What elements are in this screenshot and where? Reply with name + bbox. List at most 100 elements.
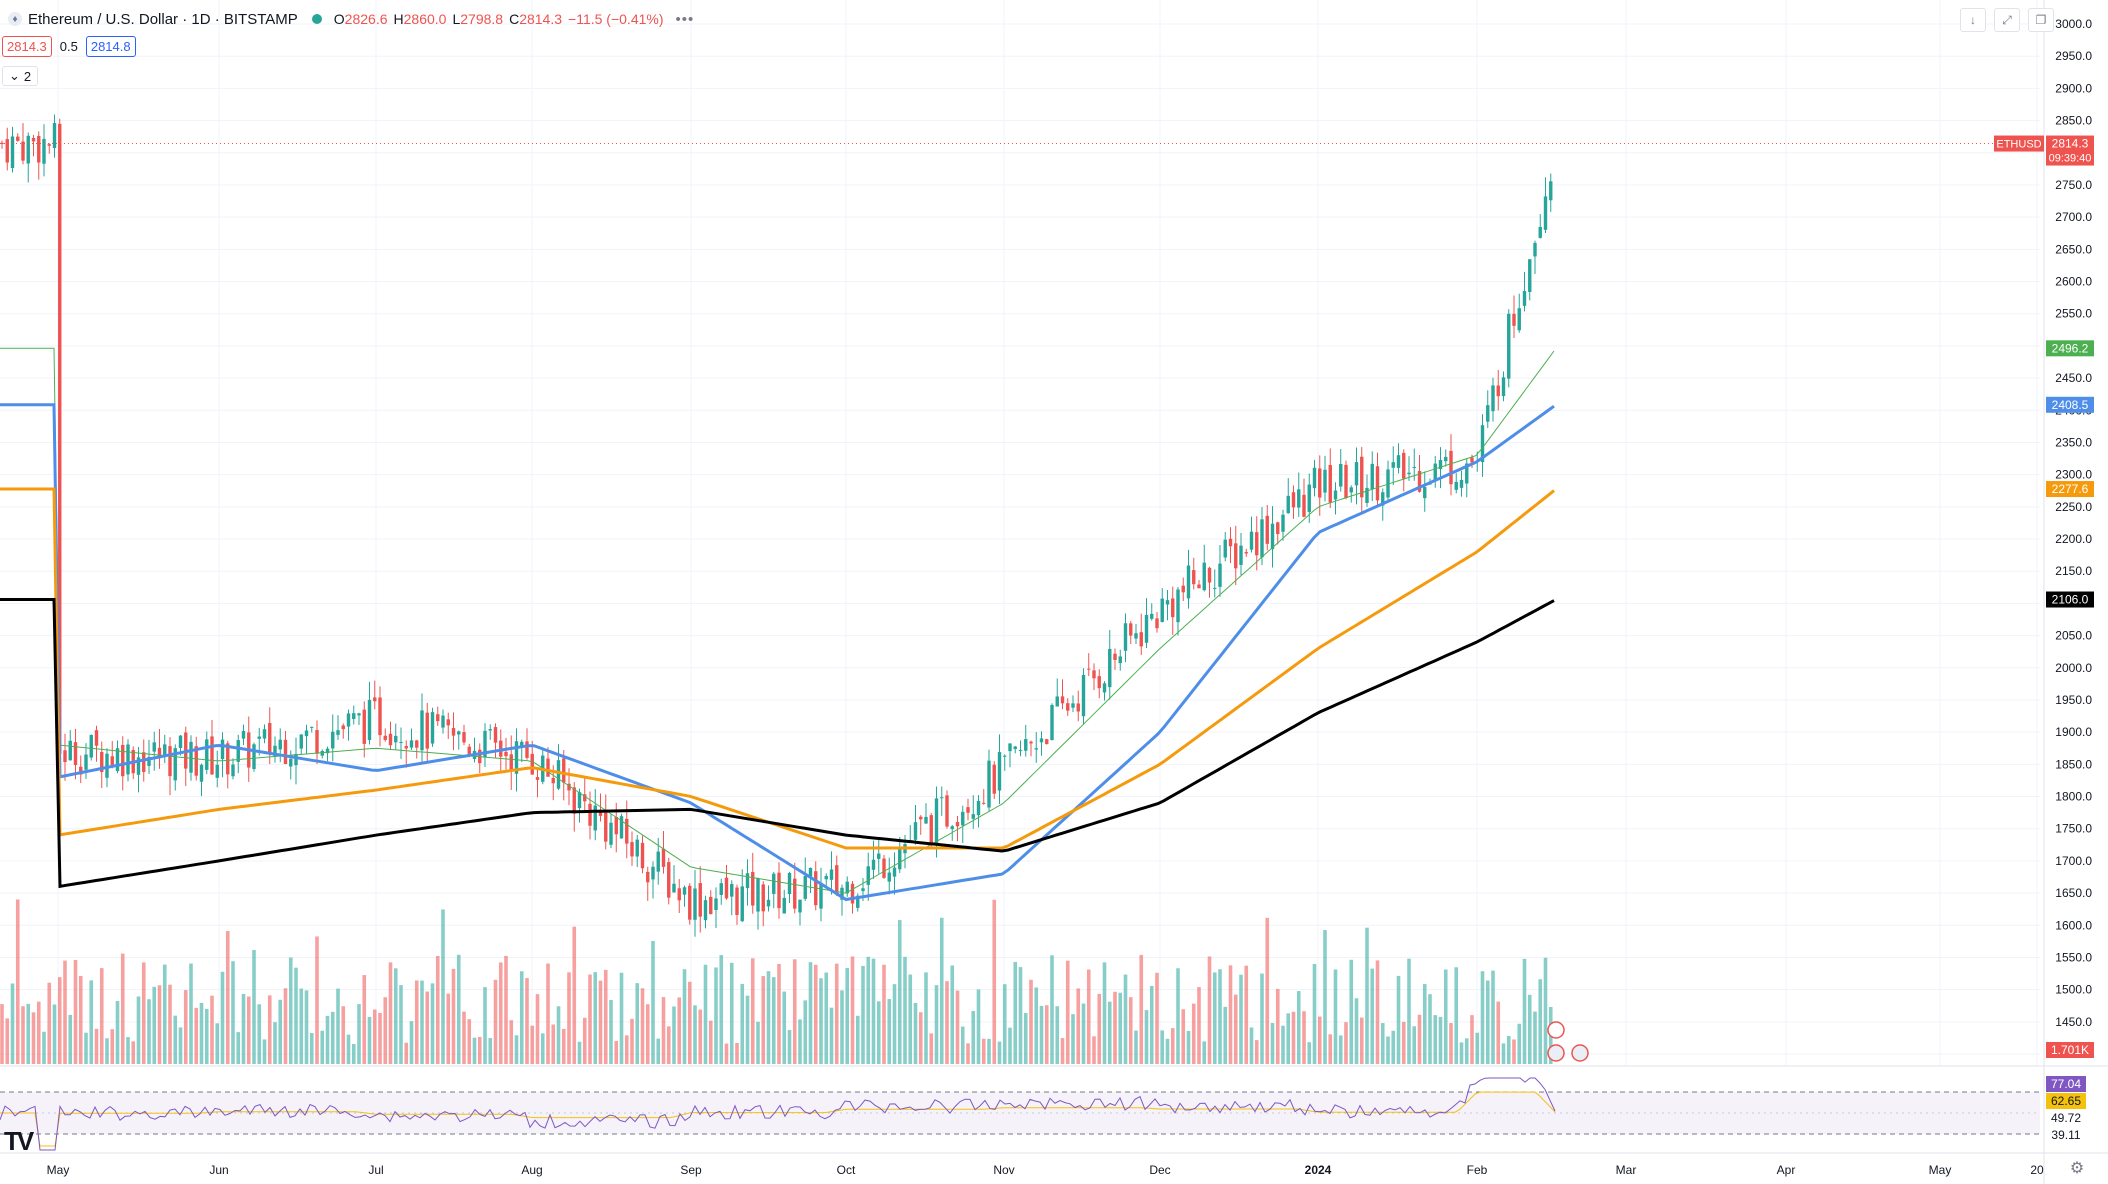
candle-body bbox=[1438, 460, 1443, 470]
volume-bar bbox=[0, 1004, 4, 1064]
candle-body bbox=[913, 822, 918, 840]
rsi-value-label: 39.11 bbox=[2051, 1128, 2080, 1142]
volume-bar bbox=[1517, 1023, 1522, 1064]
volume-bar bbox=[52, 1004, 57, 1064]
candle-body bbox=[394, 735, 398, 743]
volume-bar bbox=[792, 959, 797, 1064]
candle-body bbox=[136, 757, 141, 775]
moving-average-line bbox=[0, 347, 1555, 894]
volume-bar bbox=[561, 1028, 566, 1064]
candle-body bbox=[430, 712, 435, 744]
arrow-down-icon[interactable]: ↓ bbox=[1960, 8, 1986, 32]
candle-body bbox=[1517, 308, 1521, 331]
volume-bar bbox=[829, 1007, 834, 1064]
candle-body bbox=[1449, 450, 1453, 485]
x-tick-label: Jul bbox=[368, 1163, 383, 1177]
gear-icon[interactable]: ⚙ bbox=[2069, 1160, 2085, 1177]
candle-body bbox=[782, 897, 786, 914]
volume-bar bbox=[761, 976, 766, 1064]
candle-body bbox=[1244, 552, 1248, 554]
candle-body bbox=[1417, 470, 1422, 492]
volume-bar bbox=[5, 1018, 10, 1064]
expand-icon[interactable]: ⤢ bbox=[1994, 8, 2020, 32]
x-tick-label: Nov bbox=[993, 1163, 1014, 1177]
candle-body bbox=[719, 883, 723, 895]
candle-body bbox=[672, 883, 676, 893]
volume-bar bbox=[157, 985, 162, 1064]
chart-toolbar: ↓ ⤢ ❐ bbox=[1960, 8, 2054, 32]
volume-bar bbox=[1270, 1022, 1275, 1064]
indicators-collapse-button[interactable]: ⌄ 2 bbox=[2, 66, 39, 86]
volume-bar bbox=[31, 1012, 36, 1064]
volume-bar bbox=[651, 940, 655, 1064]
volume-bar bbox=[89, 980, 94, 1064]
volume-bar bbox=[556, 1006, 561, 1064]
candle-body bbox=[1412, 467, 1416, 469]
volume-bar bbox=[336, 988, 340, 1064]
candle-body bbox=[740, 886, 744, 922]
y-tick-label: 1450.0 bbox=[2055, 1015, 2092, 1029]
candle-body bbox=[1186, 565, 1191, 599]
candle-body bbox=[934, 798, 939, 844]
candle-body bbox=[1381, 492, 1385, 506]
volume-bar bbox=[745, 995, 750, 1064]
candle-body bbox=[551, 777, 555, 784]
candle-body bbox=[1034, 748, 1038, 750]
ohlc-high: H2860.0 bbox=[393, 11, 447, 27]
volume-bar bbox=[698, 1009, 703, 1064]
volume-bar bbox=[1223, 1006, 1228, 1064]
volume-bar bbox=[1076, 988, 1081, 1064]
chevron-down-icon: ⌄ bbox=[9, 68, 20, 83]
window-icon[interactable]: ❐ bbox=[2028, 8, 2054, 32]
volume-bar bbox=[987, 1038, 991, 1064]
candle-body bbox=[1071, 703, 1075, 708]
candle-body bbox=[992, 764, 996, 794]
candle-body bbox=[940, 797, 944, 799]
volume-bar bbox=[414, 980, 419, 1064]
candle-body bbox=[215, 764, 219, 778]
candle-body bbox=[236, 740, 240, 762]
volume-bar bbox=[1113, 991, 1117, 1064]
candle-body bbox=[331, 731, 335, 749]
volume-bar bbox=[1123, 974, 1128, 1064]
candle-body bbox=[703, 900, 708, 921]
volume-bar bbox=[798, 1019, 802, 1064]
volume-bar bbox=[131, 1041, 136, 1064]
candle-body bbox=[976, 800, 981, 816]
candle-body bbox=[966, 807, 970, 813]
volume-bar bbox=[871, 958, 876, 1064]
volume-bar bbox=[777, 963, 781, 1064]
y-tick-label: 2250.0 bbox=[2055, 500, 2092, 514]
volume-bar bbox=[1401, 1021, 1406, 1064]
last-price-badge bbox=[2046, 135, 2094, 166]
candle-body bbox=[945, 795, 949, 827]
candle-body bbox=[21, 141, 25, 161]
ask-price[interactable]: 2814.8 bbox=[85, 36, 136, 57]
ma-value-label: 2106.0 bbox=[2052, 593, 2089, 607]
volume-bar bbox=[10, 983, 15, 1064]
candle-body bbox=[373, 697, 377, 702]
candle-body bbox=[205, 739, 209, 770]
candle-body bbox=[709, 896, 713, 915]
volume-bar bbox=[855, 1015, 860, 1064]
candle-body bbox=[1312, 467, 1317, 489]
candle-body bbox=[126, 744, 130, 775]
candle-body bbox=[1239, 545, 1243, 565]
candle-body bbox=[1302, 494, 1306, 517]
more-icon[interactable]: ••• bbox=[675, 10, 695, 28]
ohlc-change: −11.5 (−0.41%) bbox=[568, 11, 664, 27]
candle-body bbox=[304, 730, 309, 737]
volume-bar bbox=[882, 964, 886, 1064]
volume-bar bbox=[546, 963, 550, 1064]
volume-bar bbox=[210, 995, 214, 1064]
bid-price[interactable]: 2814.3 bbox=[2, 36, 52, 57]
volume-bar bbox=[236, 1032, 241, 1064]
candle-body bbox=[761, 884, 765, 912]
candle-body bbox=[693, 888, 697, 920]
candle-body bbox=[982, 802, 986, 804]
volume-bar bbox=[477, 1036, 482, 1064]
indicator-count: 2 bbox=[23, 68, 32, 84]
rsi-pane: 77.04 62.65 49.72 39.11 bbox=[0, 1076, 2086, 1151]
symbol-title[interactable]: Ethereum / U.S. Dollar · 1D · BITSTAMP bbox=[28, 10, 298, 28]
